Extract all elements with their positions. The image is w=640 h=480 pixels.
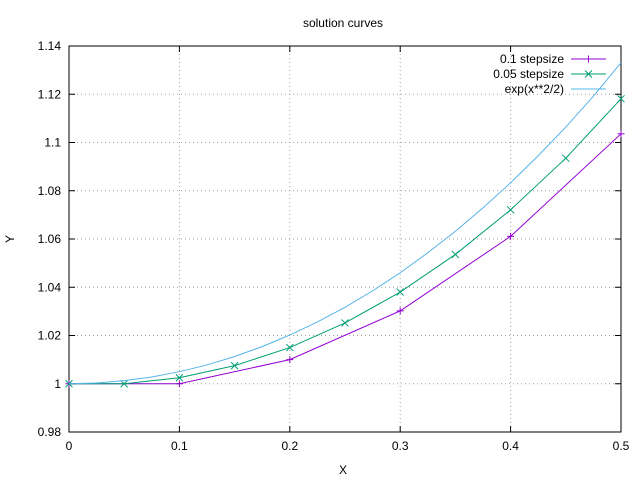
cross-marker xyxy=(341,319,349,327)
y-tick-label: 1.06 xyxy=(38,232,62,246)
x-axis-label: X xyxy=(339,463,347,477)
cross-marker xyxy=(506,205,515,214)
cross-marker xyxy=(175,373,184,382)
legend-label: 0.05 stepsize xyxy=(493,67,564,81)
series-line xyxy=(68,62,622,385)
series-1 xyxy=(65,130,625,388)
series-3 xyxy=(68,62,622,385)
cross-marker xyxy=(285,343,294,352)
legend-entry: 0.1 stepsize xyxy=(500,52,606,66)
plus-marker xyxy=(617,130,625,138)
legend-entry: 0.05 stepsize xyxy=(493,67,606,81)
y-tick-label: 1.02 xyxy=(38,329,62,343)
series-line xyxy=(69,98,622,385)
axes: 0 0.1 0.2 0.3 0.4 0.5 0.98 1 1.02 1.04 1.06 1.08 1.1… xyxy=(38,39,630,453)
cross-marker xyxy=(120,379,129,388)
cross-marker xyxy=(584,70,593,78)
x-tick-label: 0.1 xyxy=(171,439,188,453)
cross-marker xyxy=(561,154,570,163)
series-2 xyxy=(65,94,625,388)
y-tick-label: 1.14 xyxy=(38,39,62,53)
plot-frame xyxy=(68,45,622,433)
y-axis-label: Y xyxy=(3,235,17,243)
cross-marker xyxy=(396,288,405,296)
plus-marker xyxy=(396,307,404,315)
legend-entry: exp(x**2/2) xyxy=(505,82,606,96)
y-tick-label: 1.04 xyxy=(38,280,62,294)
y-tick-label: 1.12 xyxy=(38,87,62,101)
plus-marker xyxy=(507,232,515,240)
x-tick-label: 0 xyxy=(66,439,73,453)
x-tick-label: 0.5 xyxy=(613,439,630,453)
chart-title: solution curves xyxy=(303,16,383,30)
series-layer xyxy=(65,62,625,388)
x-tick-label: 0.4 xyxy=(502,439,519,453)
x-tick-label: 0.2 xyxy=(281,439,298,453)
plus-marker xyxy=(585,55,592,63)
y-tick-label: 0.98 xyxy=(38,425,62,439)
series-line xyxy=(69,133,622,385)
y-tick-label: 1.08 xyxy=(38,184,62,198)
cross-marker xyxy=(230,361,239,370)
cross-marker xyxy=(451,250,460,259)
legend-label: exp(x**2/2) xyxy=(505,82,564,96)
x-tick-label: 0.3 xyxy=(392,439,409,453)
plus-marker xyxy=(175,380,183,388)
y-tick-label: 1 xyxy=(54,377,61,391)
cross-marker xyxy=(617,94,625,103)
plus-marker xyxy=(286,356,294,364)
legend-label: 0.1 stepsize xyxy=(500,52,564,66)
y-tick-label: 1.1 xyxy=(44,136,61,150)
grid xyxy=(69,46,621,432)
